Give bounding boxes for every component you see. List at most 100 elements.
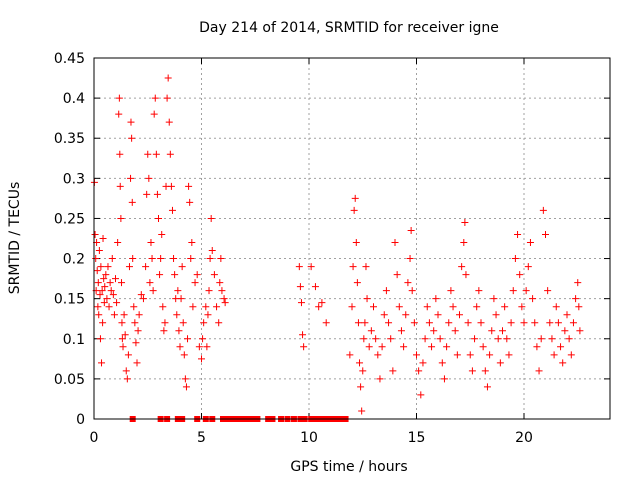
- data-point: [100, 299, 108, 307]
- data-point: [116, 182, 124, 190]
- y-tick-label: 0.4: [63, 91, 85, 107]
- data-point: [125, 263, 133, 271]
- data-point: [98, 359, 106, 367]
- data-point: [492, 311, 500, 319]
- data-point: [376, 375, 384, 383]
- data-point: [387, 335, 395, 343]
- data-point: [103, 295, 111, 303]
- y-tick-label: 0: [76, 412, 85, 428]
- data-point: [350, 206, 358, 214]
- data-point: [546, 319, 554, 327]
- data-point: [127, 174, 135, 182]
- data-point: [149, 287, 157, 295]
- data-point: [576, 327, 584, 335]
- data-point: [185, 182, 193, 190]
- data-point: [95, 247, 103, 255]
- data-point: [462, 271, 470, 279]
- data-point: [445, 319, 453, 327]
- data-point: [380, 311, 388, 319]
- y-tick-label: 0.35: [54, 131, 85, 147]
- data-point: [163, 94, 171, 102]
- data-point: [198, 355, 205, 363]
- plot-frame: [93, 57, 611, 420]
- data-point: [142, 263, 150, 271]
- data-point: [99, 235, 107, 242]
- data-point: [451, 327, 459, 335]
- data-point: [96, 291, 104, 299]
- data-point: [104, 263, 112, 271]
- data-point: [92, 255, 100, 263]
- data-point: [479, 343, 487, 351]
- data-point: [490, 295, 498, 303]
- x-tick-label: 15: [408, 430, 426, 446]
- data-point: [499, 327, 506, 335]
- axis-ticks: 0 0.05 0.1 0.15 0.2 0.25 0.3 0.35 0.4 0.45 0 5 10 15 2…: [54, 51, 610, 446]
- data-point: [118, 279, 126, 287]
- data-point: [100, 275, 108, 283]
- data-point: [449, 303, 457, 311]
- x-tick-label: 10: [300, 430, 318, 446]
- data-point: [425, 319, 433, 327]
- data-point: [518, 303, 526, 311]
- data-point: [539, 206, 547, 214]
- data-point: [531, 319, 539, 327]
- data-point: [509, 287, 517, 295]
- data-point: [166, 150, 174, 158]
- data-point: [161, 319, 169, 327]
- data-point: [124, 351, 132, 359]
- data-point: [164, 74, 172, 82]
- data-point: [165, 118, 173, 126]
- data-point: [496, 359, 504, 367]
- data-point: [122, 367, 130, 375]
- data-point: [167, 182, 175, 190]
- data-point: [158, 230, 166, 238]
- data-point: [148, 255, 156, 263]
- data-point: [565, 335, 573, 343]
- data-point: [569, 319, 577, 327]
- data-point: [514, 230, 522, 238]
- data-point: [382, 287, 390, 295]
- data-point: [107, 287, 115, 295]
- data-point: [199, 335, 207, 343]
- data-point: [296, 283, 304, 291]
- data-point: [432, 295, 440, 303]
- data-point: [184, 335, 192, 343]
- data-point: [419, 359, 427, 367]
- data-point: [488, 327, 496, 335]
- data-point: [114, 239, 122, 247]
- data-point: [404, 279, 412, 287]
- data-point: [115, 110, 123, 118]
- data-point: [307, 263, 315, 271]
- data-point: [520, 319, 528, 327]
- data-point: [177, 295, 185, 303]
- data-point: [415, 367, 423, 375]
- y-tick-label: 0.45: [54, 51, 85, 67]
- data-point: [133, 359, 141, 367]
- data-point: [458, 263, 466, 271]
- data-point: [511, 255, 519, 263]
- data-point: [348, 303, 356, 311]
- data-point: [299, 331, 307, 339]
- data-point: [400, 343, 408, 351]
- data-point: [533, 343, 541, 351]
- data-point: [501, 303, 509, 311]
- data-point: [105, 303, 113, 311]
- data-point: [460, 239, 468, 247]
- data-point: [181, 375, 189, 383]
- data-point: [430, 327, 438, 335]
- x-tick-label: 20: [515, 430, 533, 446]
- data-point: [318, 299, 326, 307]
- data-point: [116, 150, 124, 158]
- y-tick-label: 0.2: [63, 252, 85, 268]
- data-point: [159, 303, 167, 311]
- data-point: [352, 239, 360, 247]
- data-point: [152, 150, 160, 158]
- data-point: [466, 351, 474, 359]
- y-tick-label: 0.15: [54, 292, 85, 308]
- data-point: [395, 303, 403, 311]
- data-point: [574, 279, 582, 287]
- data-point: [217, 255, 225, 263]
- data-point: [464, 319, 472, 327]
- data-point: [473, 303, 481, 311]
- data-point: [180, 351, 188, 359]
